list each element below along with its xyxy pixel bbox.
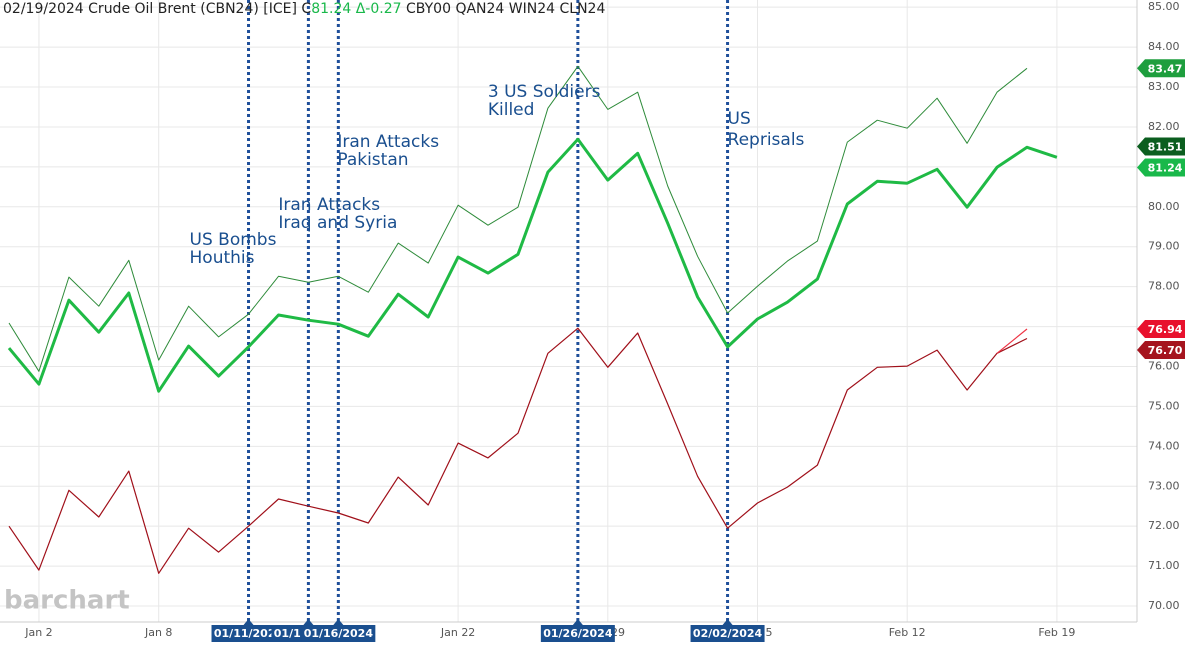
x-tick-label: Jan 8 xyxy=(144,626,172,639)
event-badge-label: 01/11/2024 xyxy=(214,627,284,640)
event-badge: 01/16/2024 xyxy=(301,619,376,642)
header-compare: WIN24 xyxy=(508,1,556,17)
header-compare: CBY00 xyxy=(406,1,451,17)
annotation: 3 US Soldiers xyxy=(488,82,601,102)
chart-header: 02/19/2024 Crude Oil Brent (CBN24) [ICE]… xyxy=(3,1,605,17)
event-badge-label: 01/16/2024 xyxy=(304,627,374,640)
annotation: Killed xyxy=(488,100,535,120)
annotation: Pakistan xyxy=(337,150,408,170)
event-badge: 02/02/2024 xyxy=(690,619,765,642)
event-badge-bg xyxy=(690,625,765,642)
y-tick-label: 76.00 xyxy=(1148,359,1180,372)
event-badge-pointer xyxy=(333,619,344,625)
y-tick-label: 82.00 xyxy=(1148,120,1180,133)
y-tick-label: 73.00 xyxy=(1148,479,1180,492)
price-badge xyxy=(1137,137,1185,156)
x-tick-label: Jan 2 xyxy=(24,626,52,639)
y-tick-label: 85.00 xyxy=(1148,0,1180,13)
price-badge xyxy=(1137,340,1185,359)
x-tick-label: Jan 22 xyxy=(440,626,475,639)
y-tick-label: 78.00 xyxy=(1148,280,1180,293)
event-badge: 01/11/2024 xyxy=(211,619,286,642)
annotation: Iraq and Syria xyxy=(278,213,397,233)
x-tick-label: Feb 12 xyxy=(889,626,926,639)
annotation: Iran Attacks xyxy=(337,132,439,152)
event-badge-bg xyxy=(540,625,615,642)
price-badge xyxy=(1137,158,1185,177)
y-tick-label: 79.00 xyxy=(1148,240,1180,253)
series-line xyxy=(8,65,1028,372)
price-badge-label: 76.94 xyxy=(1148,323,1183,336)
event-badge-pointer xyxy=(243,619,254,625)
annotation: US Bombs xyxy=(190,230,277,250)
y-tick-label: 74.00 xyxy=(1148,439,1180,452)
y-tick-label: 71.00 xyxy=(1148,559,1180,572)
event-badge-bg xyxy=(211,625,286,642)
series-line xyxy=(7,137,1058,393)
event-badge-label: 02/02/2024 xyxy=(693,627,763,640)
header-compare: CLN24 xyxy=(559,1,606,17)
event-badge-bg xyxy=(301,625,376,642)
header-date: 02/19/2024 xyxy=(3,1,84,17)
y-tick-label: 80.00 xyxy=(1148,200,1180,213)
event-badge-label: 01/26/2024 xyxy=(543,627,613,640)
header-symbol: Crude Oil Brent (CBN24) [ICE] xyxy=(88,1,297,17)
event-badge-pointer xyxy=(572,619,583,625)
event-badge-pointer xyxy=(722,619,733,625)
y-tick-label: 70.00 xyxy=(1148,599,1180,612)
header-compare: QAN24 xyxy=(455,1,505,17)
header-change: Δ-0.27 xyxy=(355,1,402,17)
x-tick-label: Feb 19 xyxy=(1038,626,1075,639)
price-badge-label: 81.51 xyxy=(1148,141,1183,154)
event-badge: 01/26/2024 xyxy=(540,619,615,642)
y-tick-label: 84.00 xyxy=(1148,40,1180,53)
annotation: Iran Attacks xyxy=(278,195,380,215)
annotation: US xyxy=(728,109,751,129)
header-close-label: C xyxy=(301,1,312,17)
y-tick-label: 75.00 xyxy=(1148,399,1180,412)
price-badge xyxy=(1137,319,1185,338)
event-badge-pointer xyxy=(303,619,314,625)
price-badge-label: 81.24 xyxy=(1148,162,1183,175)
price-badge-label: 76.70 xyxy=(1148,344,1183,357)
series-line xyxy=(8,327,1028,574)
annotation: Reprisals xyxy=(728,130,805,150)
y-tick-label: 83.00 xyxy=(1148,80,1180,93)
y-tick-label: 72.00 xyxy=(1148,519,1180,532)
watermark: barchart xyxy=(4,586,130,616)
series-line xyxy=(996,328,1028,354)
header-close: 81.24 xyxy=(311,1,352,17)
annotation: Houthis xyxy=(190,248,255,268)
price-badge-label: 83.47 xyxy=(1148,62,1183,75)
price-badge xyxy=(1137,59,1185,78)
